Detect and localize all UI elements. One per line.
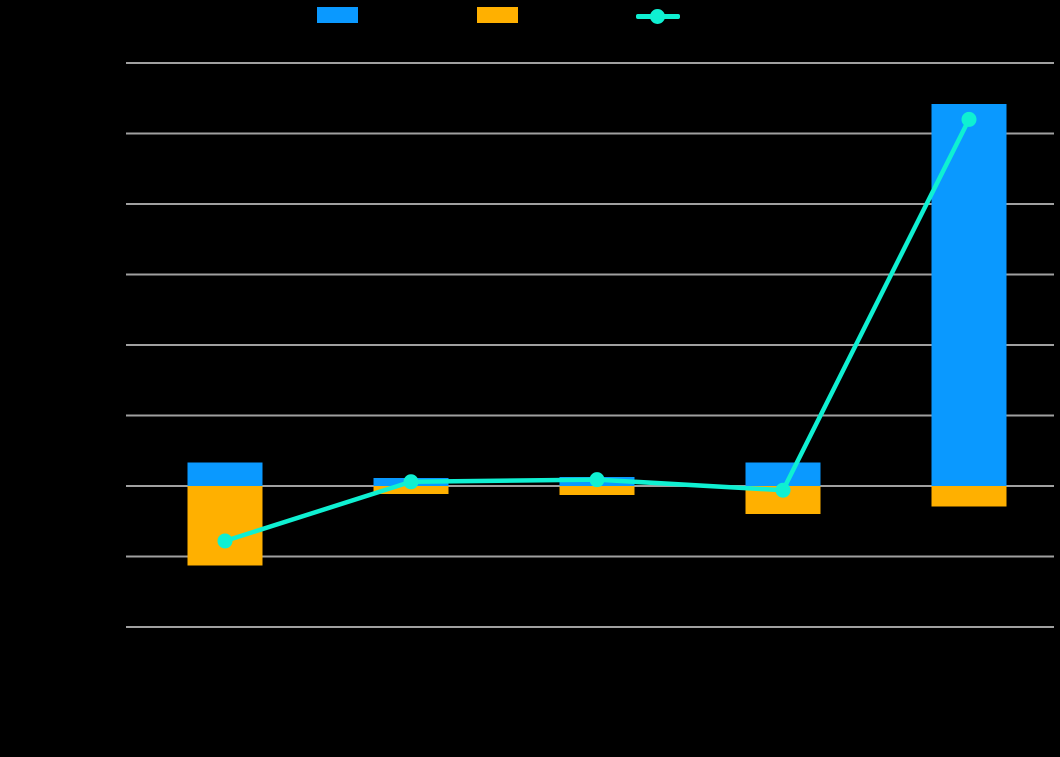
legend-item-blue-bars <box>317 7 358 24</box>
legend-swatch-orange-icon <box>477 7 518 23</box>
bar-blue-bars-4 <box>931 103 1007 486</box>
line-marker-0 <box>217 533 233 549</box>
legend-item-cyan-line <box>636 7 680 24</box>
bar-orange-bars-2 <box>559 486 635 496</box>
bar-orange-bars-1 <box>373 486 449 494</box>
bar-blue-bars-3 <box>745 462 821 486</box>
legend-item-orange-bars <box>477 7 518 24</box>
legend-swatch-blue-icon <box>317 7 358 23</box>
bar-orange-bars-4 <box>931 486 1007 507</box>
bar-orange-bars-0 <box>187 486 263 566</box>
legend-line-marker-icon <box>650 9 665 24</box>
line-marker-1 <box>403 474 419 490</box>
line-marker-4 <box>961 111 977 127</box>
line-marker-3 <box>775 482 791 498</box>
chart-legend <box>0 0 1060 30</box>
line-marker-2 <box>589 472 605 488</box>
bar-blue-bars-0 <box>187 462 263 486</box>
